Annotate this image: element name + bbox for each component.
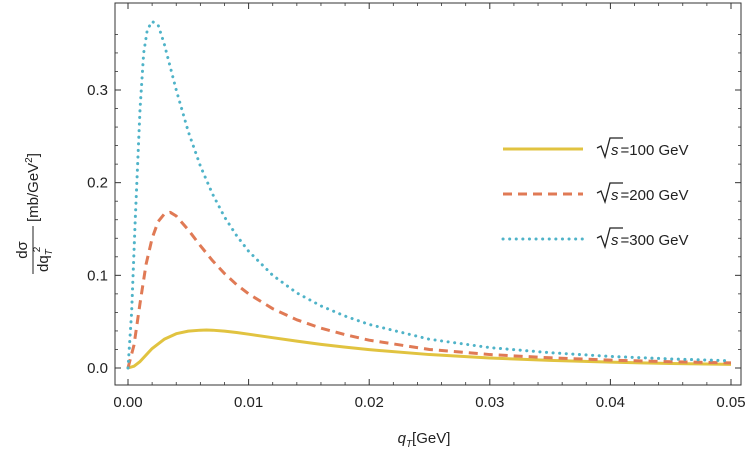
- y-axis-label-unit-base: [mb/GeV: [25, 163, 42, 222]
- x-tick-label: 0.03: [475, 394, 504, 411]
- legend-sqrt-sign-2: [596, 182, 623, 205]
- y-axis-label-denominator-subscript: T: [44, 248, 55, 255]
- y-axis-label-denominator-base: dq: [35, 255, 52, 272]
- legend-sqrt-sign-3: [596, 227, 623, 250]
- y-axis-label-unit-close: ]: [25, 153, 42, 157]
- series-line-2: [126, 210, 732, 369]
- legend-label-var-2: s: [611, 187, 619, 204]
- y-axis-label: dσ dqT2 [mb/GeV2]: [14, 153, 55, 274]
- x-tick-label: 0.02: [355, 394, 384, 411]
- y-axis-label-denominator-superscript: 2: [32, 246, 43, 252]
- legend-label-1: s =100 GeV: [611, 142, 688, 159]
- legend-label-rest-1: =100 GeV: [621, 142, 689, 159]
- legend-label-rest-2: =200 GeV: [621, 187, 689, 204]
- legend-sqrt-sign-1: [596, 137, 623, 160]
- y-tick-label: 0.1: [87, 267, 108, 284]
- x-tick-label: 0.00: [113, 394, 142, 411]
- y-axis-label-unit: [mb/GeV2]: [24, 153, 42, 222]
- y-tick-label: 0.0: [87, 360, 108, 377]
- x-axis-label-subscript: T: [406, 439, 413, 450]
- legend-label-var-3: s: [611, 232, 619, 249]
- x-tick-label: 0.04: [596, 394, 625, 411]
- y-tick-label: 0.3: [87, 82, 108, 99]
- legend-label-3: s =300 GeV: [611, 232, 688, 249]
- y-tick-label: 0.2: [87, 175, 108, 192]
- y-axis-label-unit-superscript: 2: [24, 157, 35, 163]
- x-axis-label: qT[GeV]: [398, 430, 451, 450]
- x-tick-label: 0.05: [716, 394, 745, 411]
- series-line-3: [126, 19, 733, 370]
- plot-frame: [114, 2, 742, 386]
- x-axis-label-symbol: q: [398, 430, 407, 447]
- y-axis-label-numerator: dσ: [14, 240, 31, 258]
- x-tick-label: 0.01: [234, 394, 263, 411]
- legend-label-rest-3: =300 GeV: [621, 232, 689, 249]
- series-line-1: [127, 328, 732, 370]
- legend-label-2: s =200 GeV: [611, 187, 688, 204]
- legend-label-var-1: s: [611, 142, 619, 159]
- x-axis-label-unit: [GeV]: [412, 430, 450, 447]
- y-axis-label-denominator: dqT2: [32, 246, 55, 272]
